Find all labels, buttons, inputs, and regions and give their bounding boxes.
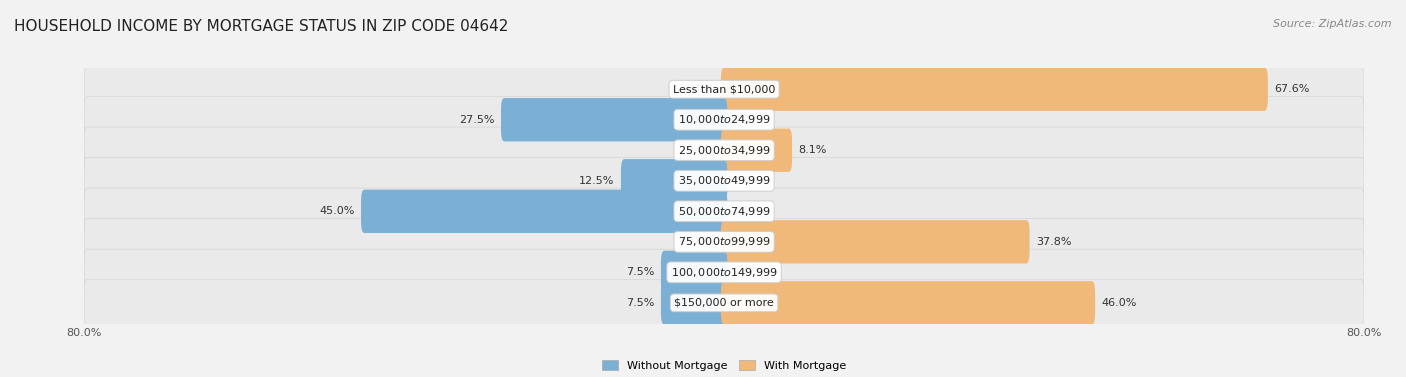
Text: 0.0%: 0.0% (686, 145, 714, 155)
Text: HOUSEHOLD INCOME BY MORTGAGE STATUS IN ZIP CODE 04642: HOUSEHOLD INCOME BY MORTGAGE STATUS IN Z… (14, 19, 509, 34)
FancyBboxPatch shape (84, 219, 1364, 265)
Text: $25,000 to $34,999: $25,000 to $34,999 (678, 144, 770, 157)
Text: 46.0%: 46.0% (1101, 298, 1137, 308)
Text: $10,000 to $24,999: $10,000 to $24,999 (678, 113, 770, 126)
FancyBboxPatch shape (361, 190, 727, 233)
FancyBboxPatch shape (84, 66, 1364, 112)
FancyBboxPatch shape (84, 280, 1364, 326)
FancyBboxPatch shape (621, 159, 727, 202)
FancyBboxPatch shape (661, 251, 727, 294)
Text: $75,000 to $99,999: $75,000 to $99,999 (678, 235, 770, 248)
FancyBboxPatch shape (721, 67, 1268, 111)
FancyBboxPatch shape (721, 281, 1095, 325)
Text: 37.8%: 37.8% (1036, 237, 1071, 247)
Text: $35,000 to $49,999: $35,000 to $49,999 (678, 174, 770, 187)
Text: 67.6%: 67.6% (1274, 84, 1309, 94)
FancyBboxPatch shape (721, 129, 792, 172)
FancyBboxPatch shape (84, 127, 1364, 173)
FancyBboxPatch shape (84, 249, 1364, 296)
FancyBboxPatch shape (501, 98, 727, 141)
FancyBboxPatch shape (721, 220, 1029, 264)
FancyBboxPatch shape (84, 97, 1364, 143)
Text: 0.0%: 0.0% (734, 176, 762, 186)
FancyBboxPatch shape (84, 158, 1364, 204)
Text: 7.5%: 7.5% (626, 267, 655, 277)
Text: 12.5%: 12.5% (579, 176, 614, 186)
FancyBboxPatch shape (84, 188, 1364, 234)
Text: 0.0%: 0.0% (686, 84, 714, 94)
Text: Source: ZipAtlas.com: Source: ZipAtlas.com (1274, 19, 1392, 29)
Text: $50,000 to $74,999: $50,000 to $74,999 (678, 205, 770, 218)
Text: Less than $10,000: Less than $10,000 (673, 84, 775, 94)
Text: 0.0%: 0.0% (734, 267, 762, 277)
Text: 27.5%: 27.5% (460, 115, 495, 125)
Text: 7.5%: 7.5% (626, 298, 655, 308)
Text: 0.0%: 0.0% (686, 237, 714, 247)
Text: $100,000 to $149,999: $100,000 to $149,999 (671, 266, 778, 279)
FancyBboxPatch shape (661, 281, 727, 325)
Text: 45.0%: 45.0% (319, 206, 354, 216)
Text: 0.0%: 0.0% (734, 206, 762, 216)
Text: $150,000 or more: $150,000 or more (675, 298, 773, 308)
Text: 0.0%: 0.0% (734, 115, 762, 125)
Text: 8.1%: 8.1% (799, 145, 827, 155)
Legend: Without Mortgage, With Mortgage: Without Mortgage, With Mortgage (598, 356, 851, 375)
